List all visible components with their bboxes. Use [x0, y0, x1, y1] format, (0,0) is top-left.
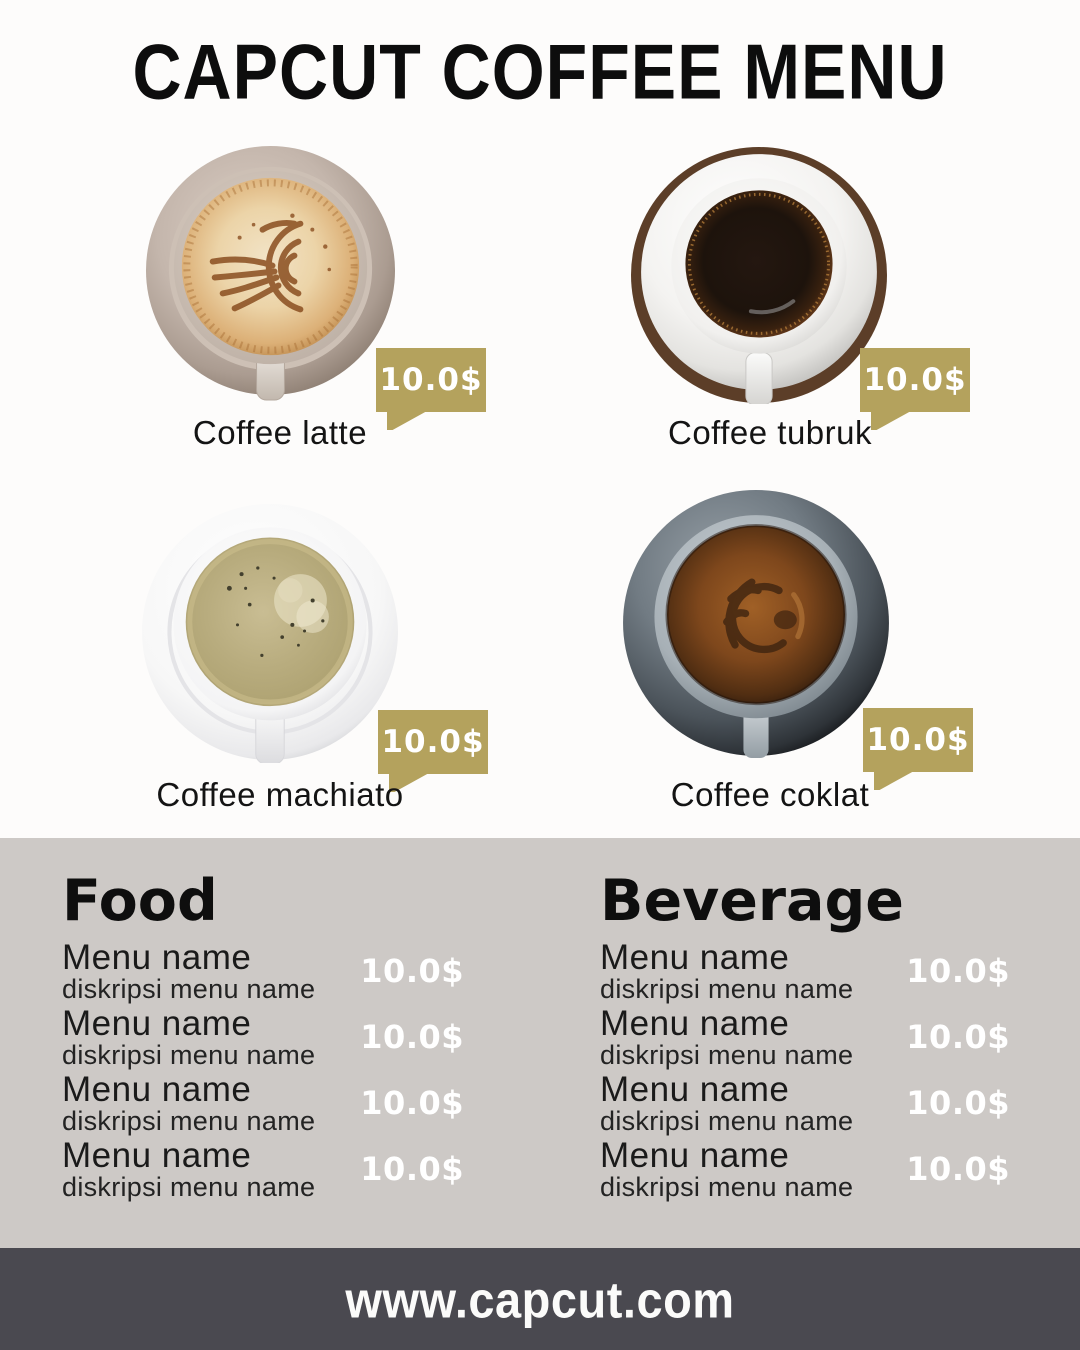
menu-item-name: Menu name — [62, 937, 252, 977]
menu-item: Menu name diskripsi menu name 10.0$ — [600, 937, 1010, 1004]
menu-item-name: Menu name — [62, 1135, 252, 1175]
menu-item-name: Menu name — [62, 1069, 252, 1109]
menu-item-desc: diskripsi menu name — [600, 1171, 854, 1202]
menu-item-name: Menu name — [600, 1003, 790, 1043]
food-heading: Food — [62, 868, 218, 934]
price-text: 10.0$ — [866, 722, 970, 758]
beverage-heading: Beverage — [600, 868, 904, 934]
price-tag: 10.0$ — [863, 708, 973, 772]
page-title: CAPCUT COFFEE MENU — [132, 29, 948, 116]
menu-item-price: 10.0$ — [360, 1150, 464, 1189]
coffee-machiato-image — [142, 504, 398, 763]
coffee-card-tubruk: 10.0$ Coffee tubruk — [530, 140, 1010, 480]
menu-item-name: Menu name — [62, 1003, 252, 1043]
menu-item-price: 10.0$ — [360, 952, 464, 991]
beverage-section: Beverage Menu name diskripsi menu name 1… — [600, 868, 1010, 1204]
menu-item: Menu name diskripsi menu name 10.0$ — [62, 1135, 464, 1202]
price-tag: 10.0$ — [376, 348, 486, 412]
coffee-name-label: Coffee tubruk — [667, 414, 873, 451]
price-tag: 10.0$ — [378, 710, 488, 774]
menu-item: Menu name diskripsi menu name 10.0$ — [600, 1135, 1010, 1202]
menu-item-desc: diskripsi menu name — [600, 1105, 854, 1136]
coffee-swirl-art — [723, 578, 787, 654]
menu-item: Menu name diskripsi menu name 10.0$ — [600, 1069, 1010, 1136]
menu-item-price: 10.0$ — [906, 1150, 1010, 1189]
website-url: www.capcut.com — [345, 1270, 735, 1328]
crema-coffee — [185, 537, 355, 707]
menu-item-desc: diskripsi menu name — [600, 973, 854, 1004]
cup-handle — [745, 352, 773, 404]
black-coffee — [685, 190, 833, 338]
food-section: Food Menu name diskripsi menu name 10.0$… — [62, 868, 464, 1204]
coffee-coklat-image — [623, 490, 889, 758]
menu-panel: Food Menu name diskripsi menu name 10.0$… — [0, 838, 1080, 1248]
menu-item: Menu name diskripsi menu name 10.0$ — [62, 1003, 464, 1070]
price-text: 10.0$ — [381, 724, 485, 760]
latte-art-fern — [209, 219, 304, 313]
coffee-latte-image — [145, 146, 396, 401]
crema-speckles — [226, 566, 325, 657]
coffee-name-label: Coffee coklat — [670, 776, 870, 813]
menu-item-price: 10.0$ — [906, 1018, 1010, 1057]
menu-item-desc: diskripsi menu name — [62, 1105, 316, 1136]
menu-item-price: 10.0$ — [360, 1018, 464, 1057]
cup-handle — [743, 707, 769, 758]
coffee-card-latte: 10.0$ Coffee latte — [40, 140, 520, 480]
menu-item-name: Menu name — [600, 1135, 790, 1175]
menu-item-price: 10.0$ — [360, 1084, 464, 1123]
price-tag: 10.0$ — [860, 348, 970, 412]
price-text: 10.0$ — [863, 362, 967, 398]
coffee-tubruk-image — [631, 147, 887, 404]
menu-item-desc: diskripsi menu name — [62, 1171, 316, 1202]
menu-item: Menu name diskripsi menu name 10.0$ — [62, 937, 464, 1004]
menu-item: Menu name diskripsi menu name 10.0$ — [62, 1069, 464, 1136]
footer-bar: www.capcut.com — [0, 1248, 1080, 1350]
coffee-card-machiato: 10.0$ Coffee machiato — [40, 490, 520, 830]
chocolate-coffee — [667, 525, 845, 704]
menu-item-price: 10.0$ — [906, 1084, 1010, 1123]
coffee-name-label: Coffee latte — [192, 414, 368, 451]
menu-item-price: 10.0$ — [906, 952, 1010, 991]
menu-item-desc: diskripsi menu name — [62, 973, 316, 1004]
menu-item: Menu name diskripsi menu name 10.0$ — [600, 1003, 1010, 1070]
menu-item-name: Menu name — [600, 1069, 790, 1109]
menu-item-desc: diskripsi menu name — [600, 1039, 854, 1070]
coffee-card-coklat: 10.0$ Coffee coklat — [530, 490, 1010, 830]
menu-item-desc: diskripsi menu name — [62, 1039, 316, 1070]
menu-item-name: Menu name — [600, 937, 790, 977]
coffee-name-label: Coffee machiato — [156, 776, 404, 813]
price-text: 10.0$ — [379, 362, 483, 398]
